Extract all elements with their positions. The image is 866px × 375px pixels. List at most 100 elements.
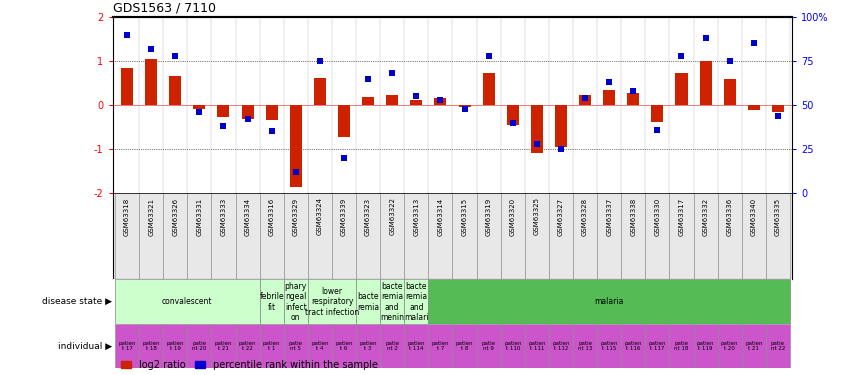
Point <box>723 58 737 64</box>
Bar <box>531 105 543 153</box>
Text: patien
t 22: patien t 22 <box>239 340 256 351</box>
Text: febrile
fit: febrile fit <box>260 292 284 312</box>
Bar <box>555 105 567 147</box>
Point <box>289 169 303 175</box>
Bar <box>772 105 784 112</box>
Text: patien
t 20: patien t 20 <box>721 340 739 351</box>
Bar <box>356 193 380 279</box>
Text: GSM63327: GSM63327 <box>558 197 564 236</box>
Text: patien
t 3: patien t 3 <box>359 340 377 351</box>
Text: patien
t 18: patien t 18 <box>142 340 160 351</box>
Bar <box>356 324 380 368</box>
Text: disease state ▶: disease state ▶ <box>42 297 113 306</box>
Bar <box>429 279 790 324</box>
Point <box>457 105 471 111</box>
Point <box>361 76 375 82</box>
Bar <box>573 324 598 368</box>
Text: patien
t 8: patien t 8 <box>456 340 474 351</box>
Bar <box>742 324 766 368</box>
Bar <box>549 324 573 368</box>
Bar <box>115 279 260 324</box>
Bar <box>724 79 736 105</box>
Bar <box>145 59 157 105</box>
Text: individual ▶: individual ▶ <box>58 341 113 350</box>
Bar <box>429 193 452 279</box>
Bar <box>598 193 621 279</box>
Bar <box>313 78 326 105</box>
Text: patie
nt 18: patie nt 18 <box>675 340 688 351</box>
Point <box>168 53 182 58</box>
Point <box>313 58 326 64</box>
Bar <box>362 97 374 105</box>
Bar <box>458 105 470 107</box>
Bar <box>386 95 398 105</box>
Bar <box>694 324 718 368</box>
Point <box>699 35 713 41</box>
Text: GSM63335: GSM63335 <box>775 197 781 236</box>
Bar <box>338 105 350 137</box>
Text: GSM63314: GSM63314 <box>437 197 443 236</box>
Bar <box>766 193 790 279</box>
Text: patien
t 6: patien t 6 <box>335 340 352 351</box>
Text: GSM63332: GSM63332 <box>702 197 708 236</box>
Bar <box>452 193 476 279</box>
Point <box>675 53 688 58</box>
Text: patie
nt 5: patie nt 5 <box>288 340 303 351</box>
Text: patien
t 7: patien t 7 <box>431 340 449 351</box>
Bar <box>139 324 163 368</box>
Text: GSM63329: GSM63329 <box>293 197 299 236</box>
Point <box>554 146 568 152</box>
Bar <box>266 105 278 120</box>
Bar <box>284 324 307 368</box>
Bar <box>621 193 645 279</box>
Bar <box>621 324 645 368</box>
Bar <box>718 193 742 279</box>
Text: GSM63316: GSM63316 <box>268 197 275 236</box>
Bar <box>742 193 766 279</box>
Bar <box>356 279 380 324</box>
Bar <box>675 73 688 105</box>
Text: patie
nt 13: patie nt 13 <box>578 340 592 351</box>
Bar <box>501 193 525 279</box>
Bar <box>645 193 669 279</box>
Bar <box>718 324 742 368</box>
Point <box>337 155 351 161</box>
Bar <box>525 324 549 368</box>
Bar <box>549 193 573 279</box>
Bar <box>307 324 332 368</box>
Text: GSM63340: GSM63340 <box>751 197 757 236</box>
Point <box>650 127 664 133</box>
Bar <box>307 279 356 324</box>
Bar <box>332 324 356 368</box>
Bar <box>404 193 429 279</box>
Bar <box>476 324 501 368</box>
Bar <box>603 90 615 105</box>
Text: convalescent: convalescent <box>162 297 212 306</box>
Text: patien
t 117: patien t 117 <box>649 340 666 351</box>
Text: bacte
remia
and
malari: bacte remia and malari <box>404 282 429 322</box>
Bar <box>211 193 236 279</box>
Bar <box>163 193 187 279</box>
Text: GSM63324: GSM63324 <box>317 197 323 236</box>
Bar <box>501 324 525 368</box>
Bar <box>380 324 404 368</box>
Text: GSM63318: GSM63318 <box>124 197 130 236</box>
Text: GSM63338: GSM63338 <box>630 197 637 236</box>
Bar <box>429 324 452 368</box>
Text: GSM63337: GSM63337 <box>606 197 612 236</box>
Text: phary
ngeal
infect
on: phary ngeal infect on <box>285 282 307 322</box>
Text: patien
t 110: patien t 110 <box>504 340 521 351</box>
Text: bacte
remia
and
menin: bacte remia and menin <box>380 282 404 322</box>
Bar <box>651 105 663 122</box>
Text: GDS1563 / 7110: GDS1563 / 7110 <box>113 2 216 14</box>
Bar <box>645 324 669 368</box>
Bar <box>307 193 332 279</box>
Bar <box>284 279 307 324</box>
Bar <box>242 105 254 119</box>
Text: GSM63319: GSM63319 <box>486 197 492 236</box>
Bar <box>260 324 284 368</box>
Bar <box>380 193 404 279</box>
Text: patie
nt 2: patie nt 2 <box>385 340 399 351</box>
Text: patien
t 112: patien t 112 <box>553 340 570 351</box>
Point <box>626 88 640 94</box>
